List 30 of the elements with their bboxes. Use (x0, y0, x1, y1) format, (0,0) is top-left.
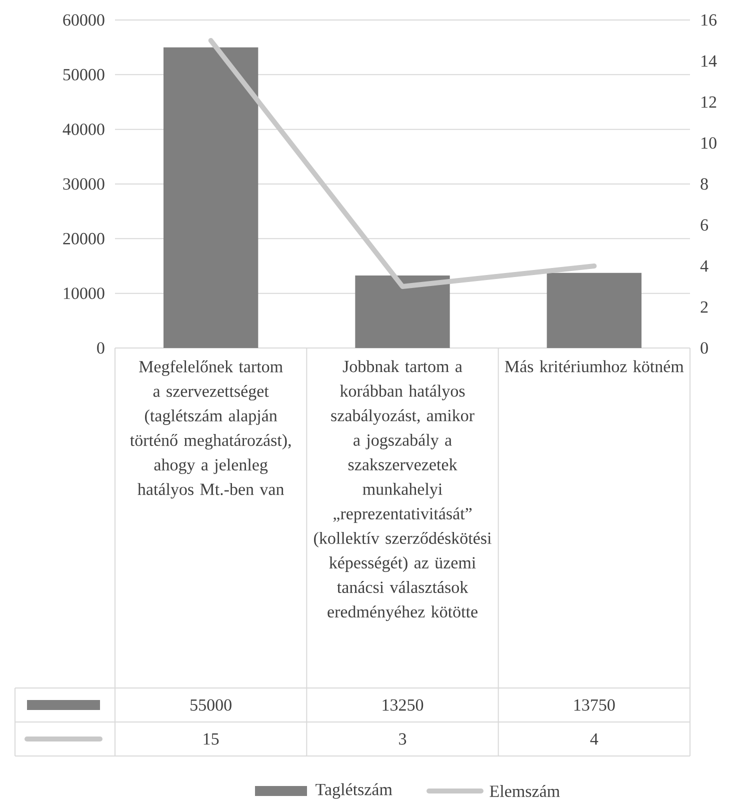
data-label: 3 (399, 733, 406, 745)
x-tick-label: Megfelelőnek tartom a szervezettséget (taglétszám alapján történő meghatározást), ahogy a jelenleg hatályos Mt.-ben van (130, 360, 291, 499)
y2-tick-label: 10 (702, 137, 716, 149)
data-label: 55000 (190, 699, 232, 711)
y2-tick-label: 14 (702, 55, 717, 67)
y2-tick-label: 12 (702, 96, 716, 108)
bar (164, 47, 258, 348)
y-tick-label: 10000 (64, 288, 104, 300)
category-label: Jobbnak tartom a korábban hatályos szabályozást, amikor a jogszabály a szakszervezetek munkahelyi „reprezentativitását” (kollektív szerződéskötési képességét) az üzemi tanácsi választások eredményéhez kötötte (314, 360, 492, 622)
legend-label: Taglétszám (316, 783, 392, 799)
y2-tick-label: 16 (702, 14, 717, 26)
y2-tick-label: 4 (700, 260, 708, 272)
y2-tick-label: 0 (700, 342, 708, 354)
bar (355, 276, 450, 348)
y2-tick-label: 6 (700, 219, 708, 231)
y2-tick-label: 2 (700, 301, 708, 313)
y-tick-label: 20000 (63, 232, 104, 244)
x-tick-label: Más kritériumhoz kötném (504, 360, 684, 372)
data-label: 13250 (382, 699, 424, 711)
data-label: 15 (204, 733, 219, 745)
y2-tick-label: 8 (700, 178, 708, 190)
legend-label: Elemszám (490, 785, 560, 797)
data-label: 13750 (574, 699, 615, 711)
data-label: 4 (590, 733, 598, 745)
y-tick-label: 40000 (62, 124, 104, 136)
y-tick-label: 30000 (63, 178, 104, 190)
y-tick-label: 50000 (63, 68, 104, 80)
y-tick-label: 60000 (63, 14, 104, 26)
y-tick-label: 0 (97, 342, 104, 354)
bar (546, 272, 642, 348)
